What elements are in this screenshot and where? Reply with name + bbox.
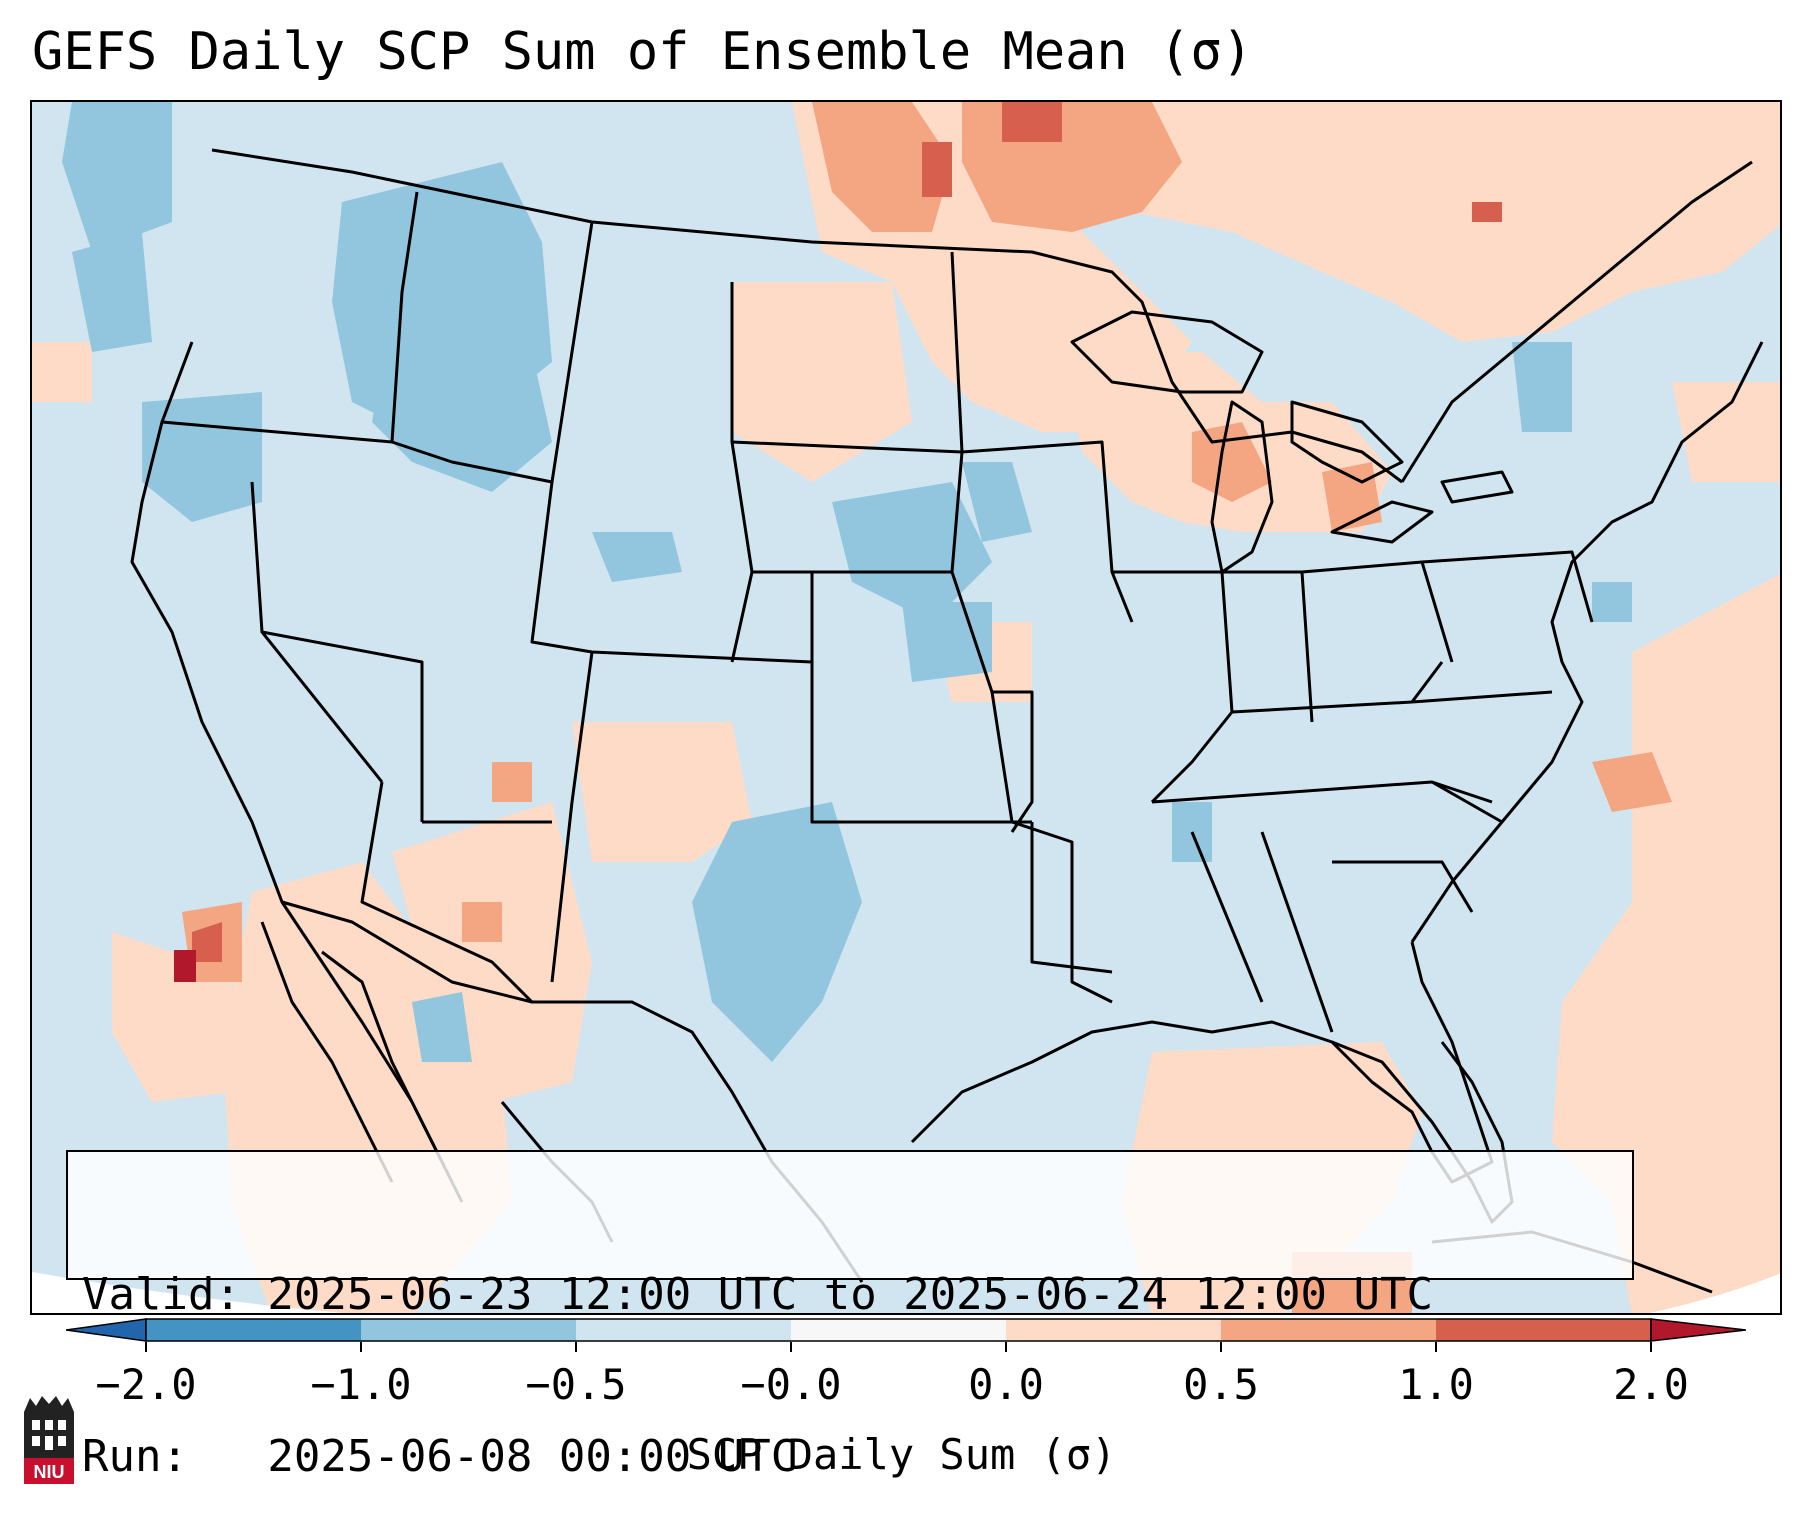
positive-anomaly-regions <box>32 102 1780 1313</box>
tick-mark <box>145 1342 147 1352</box>
pacific-coast <box>130 341 454 1183</box>
lake-superior <box>1070 310 1264 394</box>
lake-michigan <box>1210 400 1274 574</box>
extreme-positive-regions <box>174 950 196 982</box>
colorbar-seg-4 <box>791 1319 1006 1341</box>
colorbar-extend-right <box>1650 1318 1746 1342</box>
tick-label: −0.0 <box>740 1360 842 1409</box>
colorbar-seg-3 <box>576 1319 791 1341</box>
logo-text: NIU <box>34 1462 65 1482</box>
projection-edge-right <box>1649 1273 1780 1313</box>
lake-erie <box>1330 500 1434 544</box>
niu-logo-icon: NIU <box>24 1396 74 1484</box>
projection-edge <box>32 1272 344 1313</box>
tick-label: −2.0 <box>95 1360 197 1409</box>
map-panel <box>30 100 1782 1315</box>
tick-label: −1.0 <box>310 1360 412 1409</box>
tick-mark <box>575 1342 577 1352</box>
colorbar-label: SCP Daily Sum (σ) <box>686 1430 1117 1479</box>
colorbar-seg-2 <box>361 1319 576 1341</box>
run-time-line: Run: 2025-06-08 00:00 UTC <box>82 1431 798 1482</box>
colorbar-seg-1 <box>146 1319 361 1341</box>
map-svg <box>32 102 1780 1313</box>
tick-label: 2.0 <box>1613 1360 1689 1409</box>
tick-label: −0.5 <box>525 1360 627 1409</box>
tick-mark <box>360 1342 362 1352</box>
tick-label: 1.0 <box>1398 1360 1474 1409</box>
canada-east <box>1400 160 1753 483</box>
state-lines <box>161 191 1594 1033</box>
baja-coast <box>260 921 394 1183</box>
tick-mark <box>1650 1342 1652 1352</box>
valid-time-line: Valid: 2025-06-23 12:00 UTC to 2025-06-2… <box>82 1269 1434 1320</box>
tick-mark <box>1220 1342 1222 1352</box>
colorbar-seg-6 <box>1221 1319 1436 1341</box>
lake-ontario <box>1440 470 1514 504</box>
us-canada-border <box>211 148 1403 484</box>
page-title: GEFS Daily SCP Sum of Ensemble Mean (σ) <box>32 22 1253 82</box>
lake-huron <box>1290 400 1404 484</box>
colorbar-outline <box>145 1318 1652 1342</box>
negative-anomaly-regions <box>62 102 1632 1062</box>
tick-label: 0.5 <box>1183 1360 1259 1409</box>
colorbar <box>66 1318 1746 1342</box>
colorbar-ticks: −2.0 −1.0 −0.5 −0.0 0.0 0.5 1.0 2.0 <box>0 1342 1803 1412</box>
colorbar-seg-5 <box>1006 1319 1221 1341</box>
strong-positive-regions <box>192 102 1502 962</box>
tick-label: 0.0 <box>968 1360 1044 1409</box>
valid-run-info-box: Valid: 2025-06-23 12:00 UTC to 2025-06-2… <box>66 1150 1634 1482</box>
tick-mark <box>790 1342 792 1352</box>
tick-mark <box>1005 1342 1007 1352</box>
colorbar-seg-7 <box>1436 1319 1651 1341</box>
tick-mark <box>1435 1342 1437 1352</box>
colorbar-extend-left <box>66 1318 147 1342</box>
